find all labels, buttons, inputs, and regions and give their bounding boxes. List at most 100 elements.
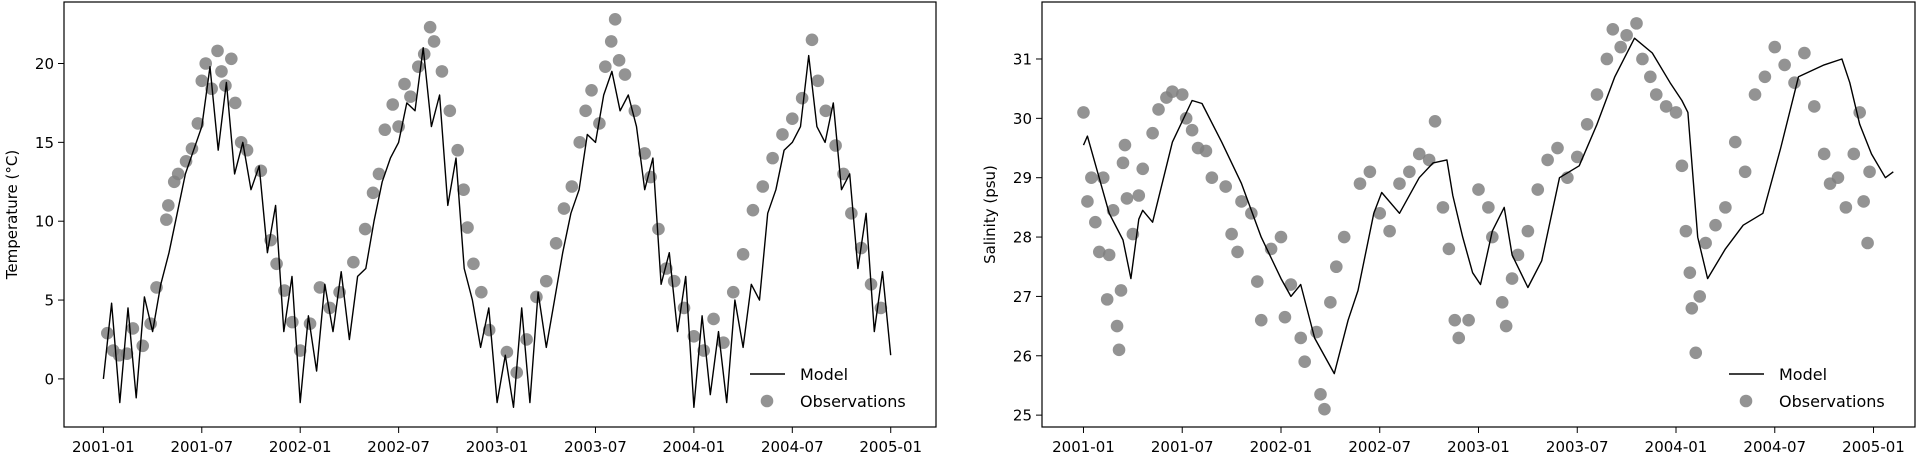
observation-point: [612, 54, 626, 67]
observation-point: [160, 213, 173, 226]
observation-point: [162, 199, 175, 212]
x-tick-label: 2005-01: [859, 438, 922, 456]
observation-point: [579, 104, 592, 118]
observation-point: [1231, 245, 1244, 259]
observation-point: [1482, 201, 1495, 214]
observation-point: [1077, 106, 1090, 119]
legend-observations-marker-icon: [760, 394, 774, 408]
observation-point: [687, 330, 701, 343]
observation-point: [461, 221, 474, 234]
observation-point: [211, 44, 224, 58]
observation-point: [372, 167, 386, 181]
observation-point: [1768, 40, 1782, 54]
observation-point: [475, 285, 488, 299]
observation-point: [101, 326, 114, 340]
observation-point: [1649, 88, 1663, 101]
observation-point: [1709, 218, 1722, 232]
observation-point: [1185, 123, 1199, 137]
x-tick-label: 2003-01: [1447, 438, 1510, 456]
observation-point: [286, 315, 299, 329]
axes-frame: [63, 1, 937, 428]
observation-point: [805, 33, 819, 47]
observation-point: [199, 57, 213, 70]
observation-point: [573, 136, 587, 149]
x-tick-label: 2003-07: [564, 438, 627, 456]
y-tick-label: 15: [35, 134, 54, 152]
observation-point: [1685, 301, 1699, 315]
x-tick-label: 2004-01: [663, 438, 726, 456]
observation-point: [1132, 189, 1146, 202]
model-line: [1082, 37, 1894, 375]
temperature-panel: 2001-01 2001-07 2002-01 2002-07 2003-01 2003-…: [3, 1, 937, 456]
observation-point: [766, 151, 779, 165]
observation-point: [697, 344, 711, 357]
observation-point: [1541, 153, 1554, 167]
observation-point: [736, 248, 750, 261]
observation-point: [378, 123, 392, 137]
observation-point: [604, 35, 618, 48]
legend-observations-label: Observations: [1779, 392, 1885, 411]
observation-point: [215, 65, 228, 78]
x-tick-label: 2005-01: [1842, 438, 1905, 456]
x-tick-label: 2004-07: [761, 438, 824, 456]
observation-point: [1511, 248, 1525, 262]
observation-point: [1495, 296, 1509, 309]
observation-point: [1699, 236, 1712, 250]
observation-point: [652, 222, 665, 236]
x-tick-label: 2002-01: [1250, 438, 1313, 456]
observation-point: [1089, 215, 1102, 229]
observation-point: [1817, 147, 1831, 161]
observation-point: [1472, 183, 1485, 196]
observation-point: [1100, 293, 1114, 306]
observation-point: [1748, 88, 1762, 101]
observation-point: [240, 143, 254, 157]
x-tick-label: 2004-07: [1743, 438, 1806, 456]
x-tick-label: 2003-07: [1546, 438, 1609, 456]
observation-point: [347, 255, 360, 269]
x-tick-label: 2002-01: [269, 438, 332, 456]
observation-point: [1861, 236, 1874, 250]
observation-point: [520, 333, 533, 346]
observation-point: [1274, 230, 1288, 244]
observation-point: [1324, 296, 1337, 309]
observation-point: [1551, 141, 1564, 155]
x-tick-label: 2001-01: [1052, 438, 1115, 456]
observation-point: [786, 112, 799, 125]
observation-point: [386, 98, 400, 111]
observation-point: [467, 257, 480, 271]
y-tick-label: 20: [35, 55, 54, 73]
observation-point: [1353, 177, 1367, 190]
observation-point: [1728, 135, 1742, 149]
observation-point: [539, 274, 553, 288]
observation-point: [845, 207, 858, 220]
observation-point: [1839, 201, 1853, 214]
observation-point: [1081, 195, 1094, 208]
observation-point: [599, 60, 612, 73]
observation-point: [225, 52, 238, 66]
legend-model-label: Model: [1779, 365, 1827, 384]
observation-point: [1245, 207, 1258, 220]
observation-point: [1636, 52, 1649, 66]
observation-point: [1719, 201, 1732, 214]
observation-point: [404, 90, 417, 103]
x-tick-label: 2001-01: [72, 438, 135, 456]
x-tick-label: 2002-07: [1348, 438, 1411, 456]
observation-point: [1831, 171, 1845, 184]
legend: Model Observations: [1729, 365, 1885, 411]
observation-point: [1570, 150, 1584, 164]
observation-point: [435, 65, 449, 78]
observation-point: [1298, 355, 1311, 369]
observation-point: [1689, 346, 1703, 360]
observation-point: [660, 262, 673, 275]
observation-point: [1373, 207, 1387, 220]
observation-point: [746, 203, 760, 217]
observation-point: [776, 128, 789, 141]
y-tick-label: 30: [1013, 110, 1032, 128]
observation-point: [412, 60, 425, 73]
observation-point: [1462, 313, 1475, 327]
observation-point: [126, 322, 140, 335]
observation-point: [795, 91, 809, 105]
observation-point: [323, 301, 337, 315]
observation-point: [1675, 159, 1689, 173]
observation-point: [1798, 46, 1811, 60]
